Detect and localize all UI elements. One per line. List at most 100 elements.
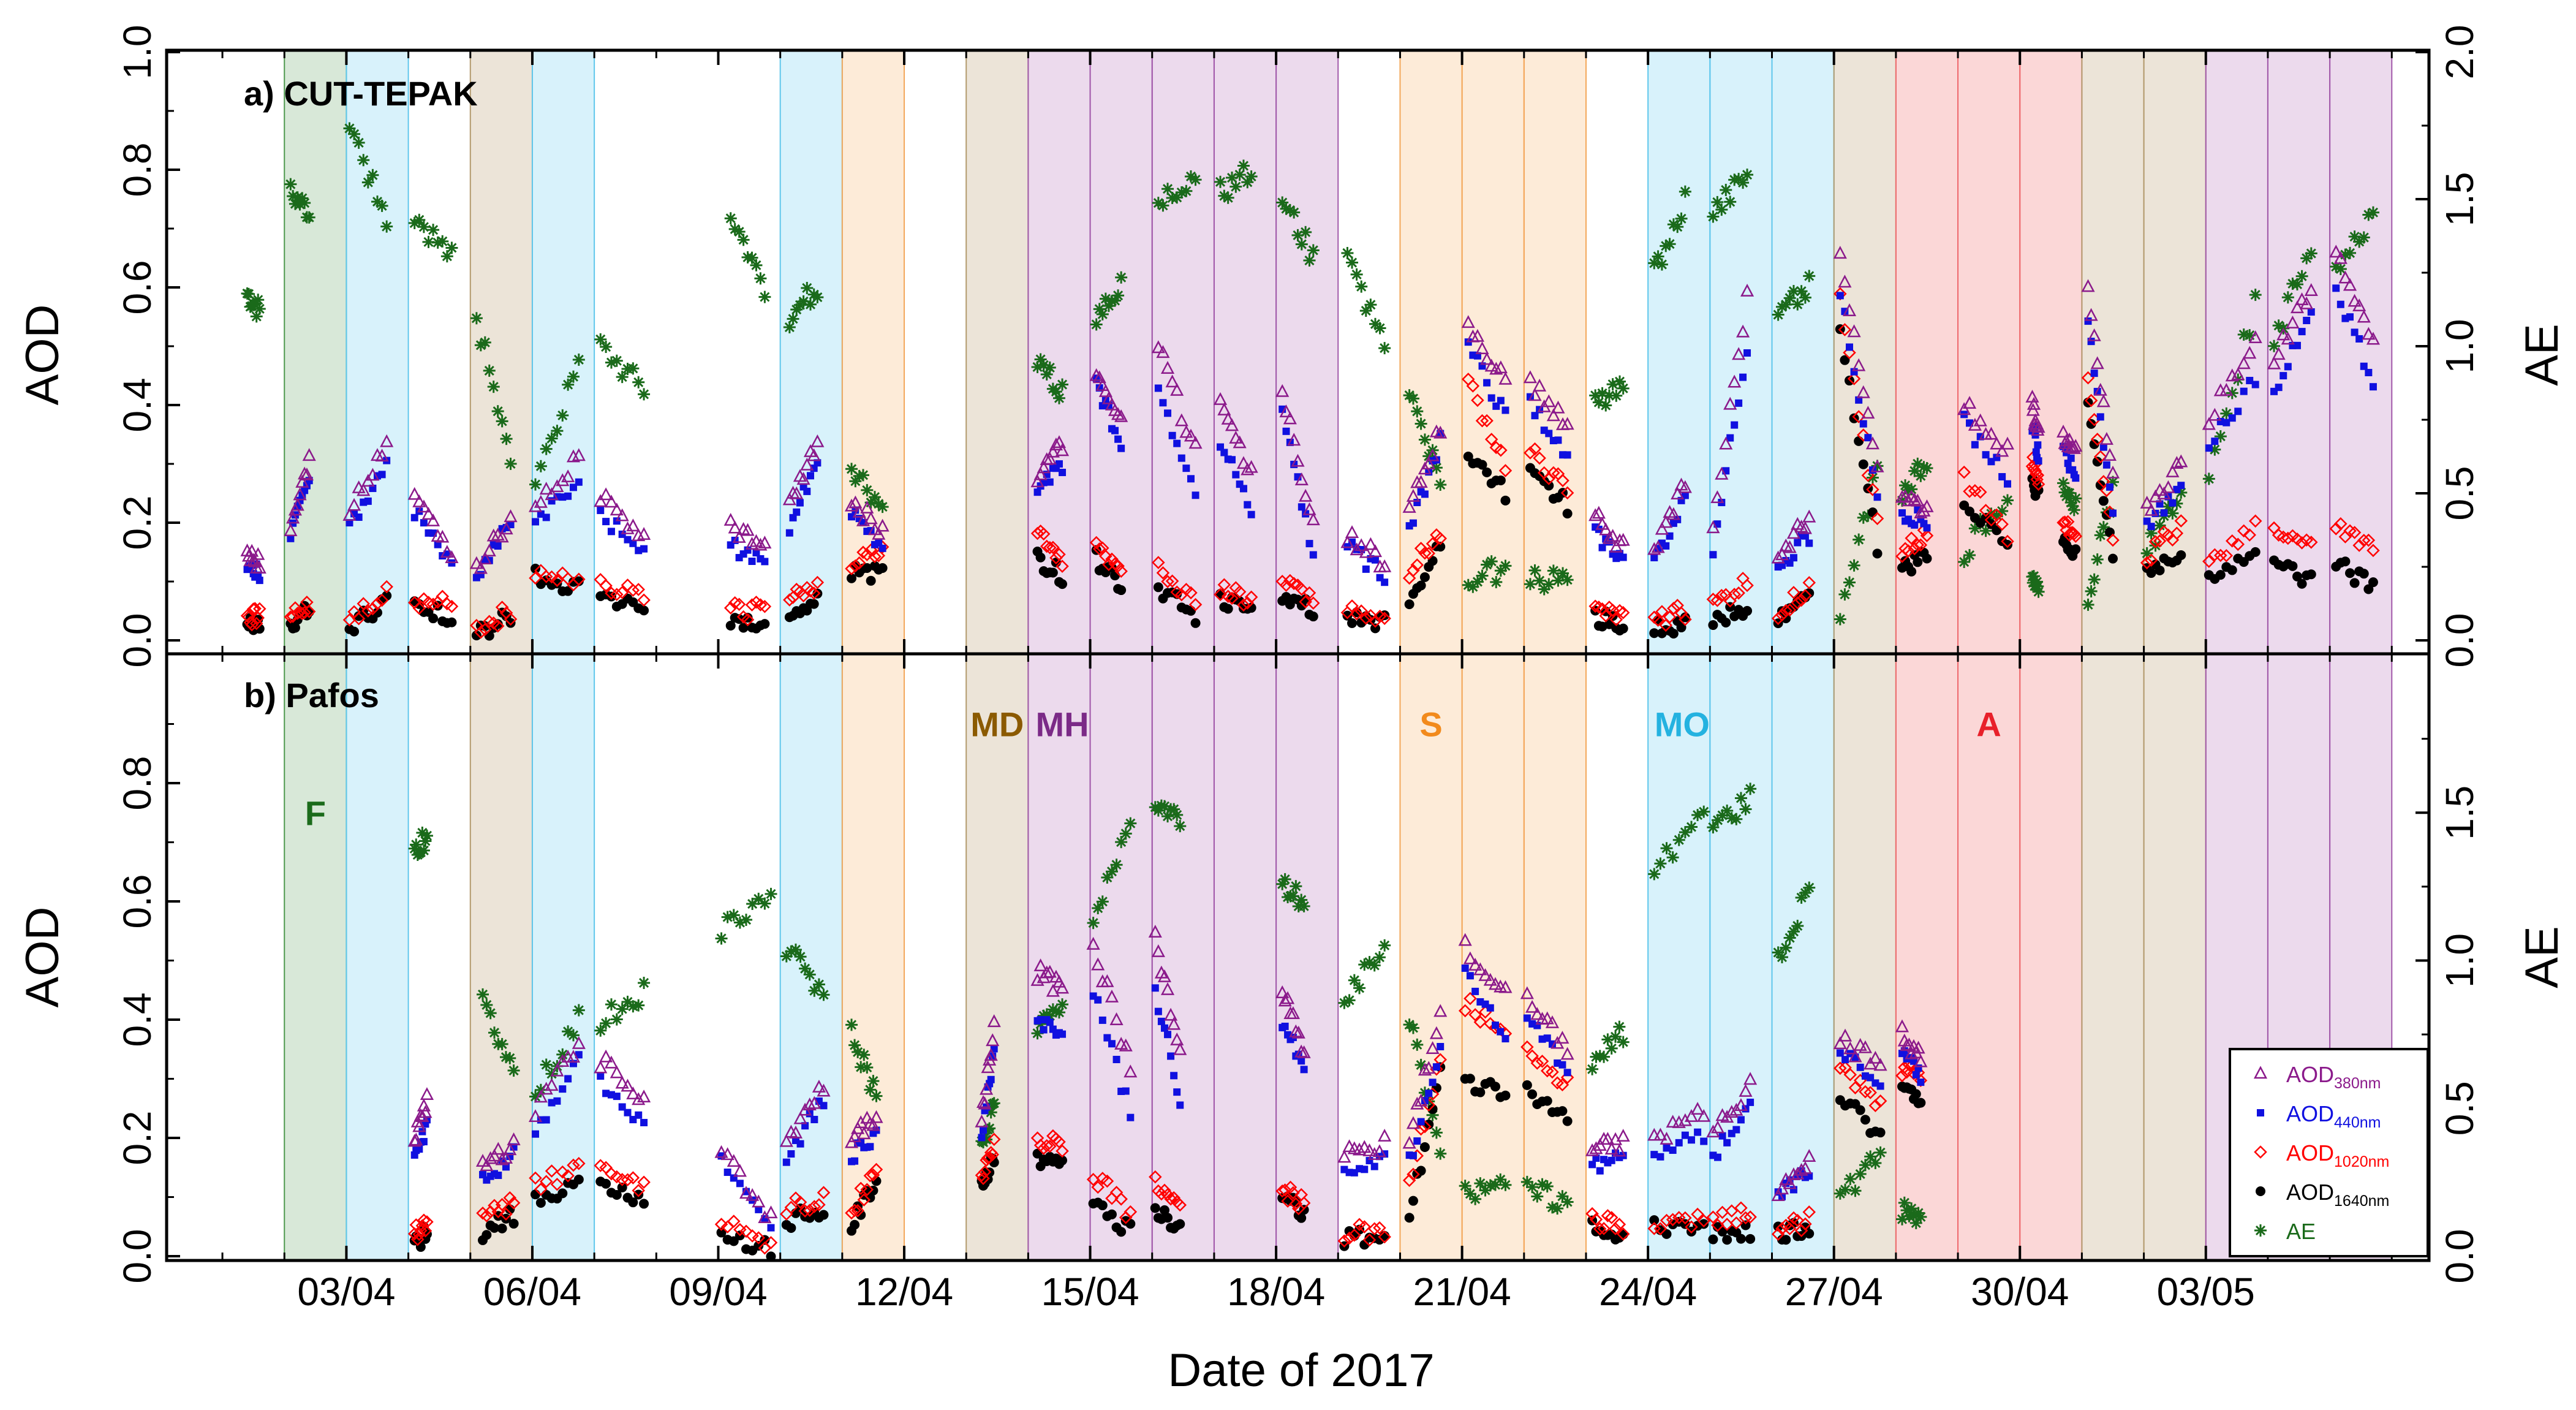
point-ae: [491, 405, 504, 418]
point-1640nm: [428, 613, 439, 624]
band-mh: [2267, 50, 2330, 654]
point-1020nm: [1124, 1205, 1138, 1219]
point-1020nm: [732, 597, 746, 611]
point-380nm: [2248, 330, 2262, 344]
point-1640nm: [2349, 578, 2360, 588]
point-ae: [1056, 998, 1069, 1011]
point-380nm: [2096, 394, 2110, 407]
point-1020nm: [491, 619, 505, 633]
asterisk-stroke: [1491, 577, 1501, 587]
point-1020nm: [1433, 1053, 1447, 1067]
asterisk-stroke: [1804, 271, 1815, 281]
point-380nm: [545, 487, 559, 501]
point-380nm: [875, 518, 890, 532]
point-440nm: [2223, 419, 2230, 426]
point-1020nm: [1560, 486, 1574, 500]
point-1640nm: [1916, 1097, 1926, 1108]
asterisk-stroke: [1486, 556, 1497, 567]
point-ae: [1547, 564, 1560, 577]
point-ae: [1474, 1177, 1487, 1190]
asterisk-stroke: [1686, 822, 1697, 832]
point-380nm: [1055, 980, 1070, 994]
point-380nm: [1429, 424, 1443, 438]
asterisk-stroke: [1349, 975, 1359, 985]
legend-entry-ae: AE: [2286, 1219, 2316, 1244]
point-380nm: [1678, 1113, 1692, 1126]
point-380nm: [733, 1164, 747, 1177]
point-380nm: [1105, 989, 1119, 1003]
point-1020nm: [2362, 533, 2376, 547]
point-380nm: [796, 472, 810, 485]
point-380nm: [1494, 360, 1508, 374]
point-1020nm: [1225, 591, 1239, 605]
point-380nm: [572, 1036, 586, 1049]
point-ae: [1485, 555, 1498, 568]
point-1640nm: [2287, 561, 2298, 571]
point-1020nm: [1184, 586, 1198, 600]
point-440nm: [755, 1205, 763, 1213]
point-ae: [811, 291, 824, 304]
point-440nm: [410, 514, 418, 521]
point-440nm: [1362, 565, 1370, 573]
point-1020nm: [1217, 578, 1231, 592]
asterisk-stroke: [595, 334, 606, 344]
point-1640nm: [531, 1189, 541, 1200]
point-1640nm: [1855, 1105, 1865, 1115]
point-1640nm: [1781, 1235, 1791, 1245]
band-mo: [532, 50, 595, 654]
point-1020nm: [848, 1203, 861, 1218]
legend-marker-440nm: [2257, 1109, 2264, 1116]
point-440nm: [1588, 1161, 1596, 1169]
point-1020nm: [986, 1148, 999, 1161]
point-1640nm: [1495, 475, 1506, 485]
point-ae: [861, 1061, 874, 1074]
point-380nm: [2333, 251, 2347, 264]
point-ae: [1161, 183, 1174, 195]
point-ae: [2001, 494, 2014, 507]
point-380nm: [1848, 1049, 1862, 1063]
point-440nm: [2365, 368, 2373, 376]
asterisk-stroke: [601, 341, 611, 352]
point-380nm: [793, 1111, 807, 1124]
legend-marker-1640nm: [2256, 1186, 2265, 1196]
point-440nm: [723, 1169, 731, 1177]
point-440nm: [1461, 964, 1469, 972]
point-1020nm: [1771, 1227, 1785, 1241]
asterisk-stroke: [1680, 186, 1690, 197]
legend-marker-380nm: [2253, 1066, 2268, 1079]
asterisk-stroke: [1370, 319, 1381, 329]
asterisk-stroke: [1544, 579, 1554, 589]
point-ae: [298, 197, 311, 210]
asterisk-stroke: [611, 1014, 622, 1025]
point-1640nm: [552, 578, 562, 589]
asterisk-stroke: [1215, 176, 1226, 187]
point-440nm: [1297, 503, 1305, 511]
point-1020nm: [2153, 534, 2167, 548]
point-440nm: [618, 1103, 626, 1111]
point-440nm: [355, 514, 363, 521]
point-440nm: [477, 570, 485, 578]
point-1020nm: [1475, 414, 1489, 428]
point-1020nm: [1307, 596, 1320, 610]
point-1020nm: [1237, 598, 1250, 612]
point-440nm: [1656, 1153, 1664, 1161]
point-380nm: [2276, 327, 2291, 341]
asterisk-stroke: [1408, 393, 1419, 404]
point-440nm: [1662, 542, 1670, 550]
point-440nm: [796, 1140, 804, 1148]
asterisk-stroke: [1532, 1191, 1543, 1202]
point-380nm: [480, 1158, 494, 1172]
point-440nm: [2106, 483, 2113, 491]
point-380nm: [866, 1118, 880, 1131]
point-380nm: [474, 561, 488, 574]
point-380nm: [1426, 1041, 1440, 1055]
point-ae: [1418, 433, 1431, 446]
point-380nm: [1055, 443, 1070, 457]
point-1020nm: [1604, 1211, 1618, 1224]
point-380nm: [1098, 384, 1112, 397]
point-380nm: [539, 1082, 553, 1095]
asterisk-stroke: [471, 313, 482, 324]
point-440nm: [1912, 1071, 1920, 1078]
asterisk-stroke: [606, 357, 617, 368]
point-1640nm: [760, 1235, 770, 1245]
